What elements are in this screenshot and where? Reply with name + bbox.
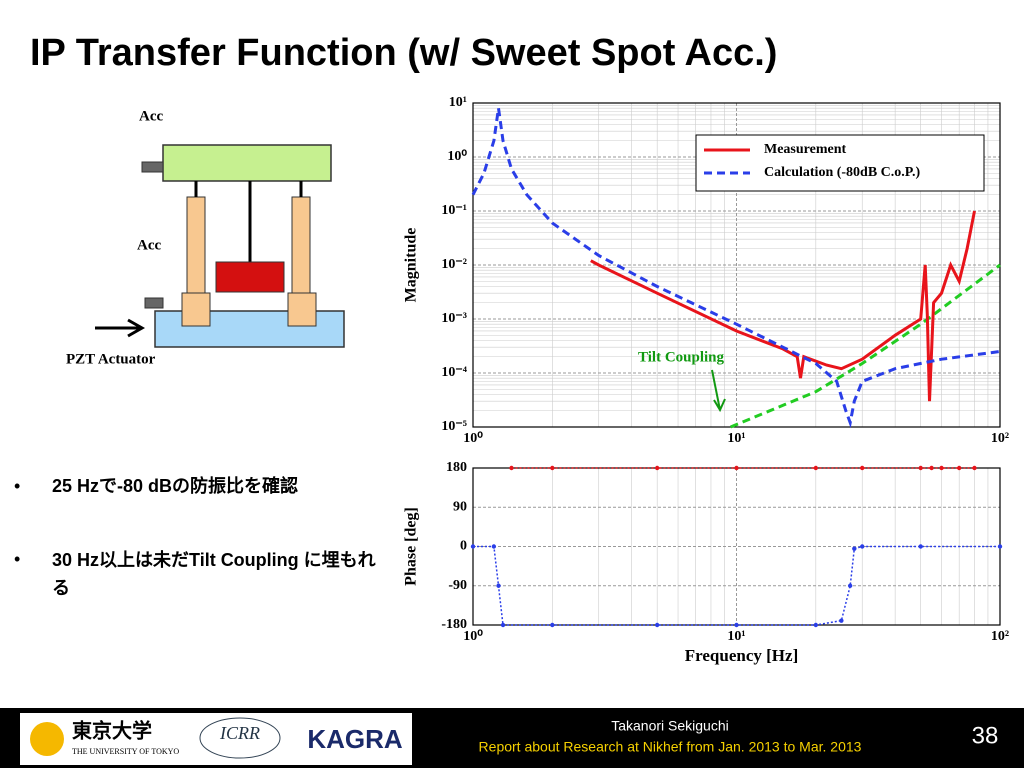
logo-text: 東京大学: [72, 719, 152, 743]
logo-icon: [199, 717, 281, 759]
x-tick-label: 10⁰: [463, 629, 483, 644]
y-tick-label: 10⁰: [447, 149, 467, 164]
bullet-box: 30 Hz以上は未だTilt Coupling に埋もれる: [52, 550, 376, 598]
series-line: [471, 107, 1001, 429]
diagram-label: Acc: [139, 108, 163, 124]
x-tick-label: 10⁰: [463, 431, 483, 446]
bullet: 25 Hzで-80 dBの防振比を確認: [52, 475, 298, 496]
y-tick-label: 180: [446, 460, 467, 475]
logo-icon: [30, 722, 64, 756]
data-point: [860, 465, 865, 471]
data-point: [939, 465, 944, 471]
diagram: Acc Acc PZT Actuator: [66, 108, 345, 367]
y-tick-label: 10⁻¹: [441, 203, 467, 218]
y-tick-label: -90: [448, 578, 467, 593]
tilt-coupling-line: [730, 263, 1001, 429]
x-tick-label: 10²: [991, 629, 1009, 644]
page-number: 38: [972, 722, 999, 749]
legend-box: [695, 134, 985, 192]
diagram-label: Acc: [137, 237, 161, 253]
legend-label: Calculation (-80dB C.o.P.): [764, 165, 921, 180]
series-line: [590, 210, 976, 402]
bullet-dot: •: [14, 476, 20, 496]
data-point: [839, 618, 844, 623]
annotation: Tilt Coupling: [638, 349, 725, 365]
x-tick-label: 10¹: [727, 629, 745, 644]
data-point: [852, 546, 857, 551]
x-tick-label: 10²: [991, 431, 1009, 446]
data-point: [972, 465, 977, 471]
data-point: [654, 622, 660, 628]
y-tick-label: 10⁻⁴: [441, 365, 467, 380]
data-point: [956, 465, 962, 471]
y-axis-label: Phase [deg]: [403, 507, 420, 586]
bullet-dot: •: [14, 549, 20, 569]
y-tick-label: 10¹: [449, 95, 467, 110]
y-tick-label: 0: [460, 539, 467, 554]
y-tick-label: 10⁻³: [441, 311, 467, 326]
slide-title: IP Transfer Function (w/ Sweet Spot Acc.…: [30, 32, 777, 74]
data-point: [500, 622, 506, 628]
data-point: [847, 583, 853, 588]
legend-label: Measurement: [764, 142, 846, 157]
series-line: [473, 545, 1000, 626]
y-tick-label: 10⁻²: [441, 257, 467, 272]
x-axis-label: Frequency [Hz]: [685, 646, 798, 665]
y-tick-label: -180: [441, 617, 467, 632]
logo-text: KAGRA: [307, 724, 403, 754]
x-tick-label: 10¹: [727, 431, 745, 446]
report: Report about Research at Nikhef from Jan…: [479, 739, 862, 755]
logo-text: THE UNIVERSITY OF TOKYO: [72, 747, 179, 756]
bullet: 30 Hz以上は未だTilt Coupling に埋もれる: [52, 550, 376, 598]
annotation-arrow: [711, 369, 726, 413]
logo-text: ICRR: [219, 723, 260, 743]
y-tick-label: 10⁻⁵: [441, 419, 467, 434]
diagram-label: PZT Actuator: [66, 351, 156, 367]
y-tick-label: 90: [453, 499, 467, 514]
y-axis-label: Magnitude: [403, 228, 420, 303]
author: Takanori Sekiguchi: [611, 718, 729, 734]
data-point: [918, 544, 923, 549]
